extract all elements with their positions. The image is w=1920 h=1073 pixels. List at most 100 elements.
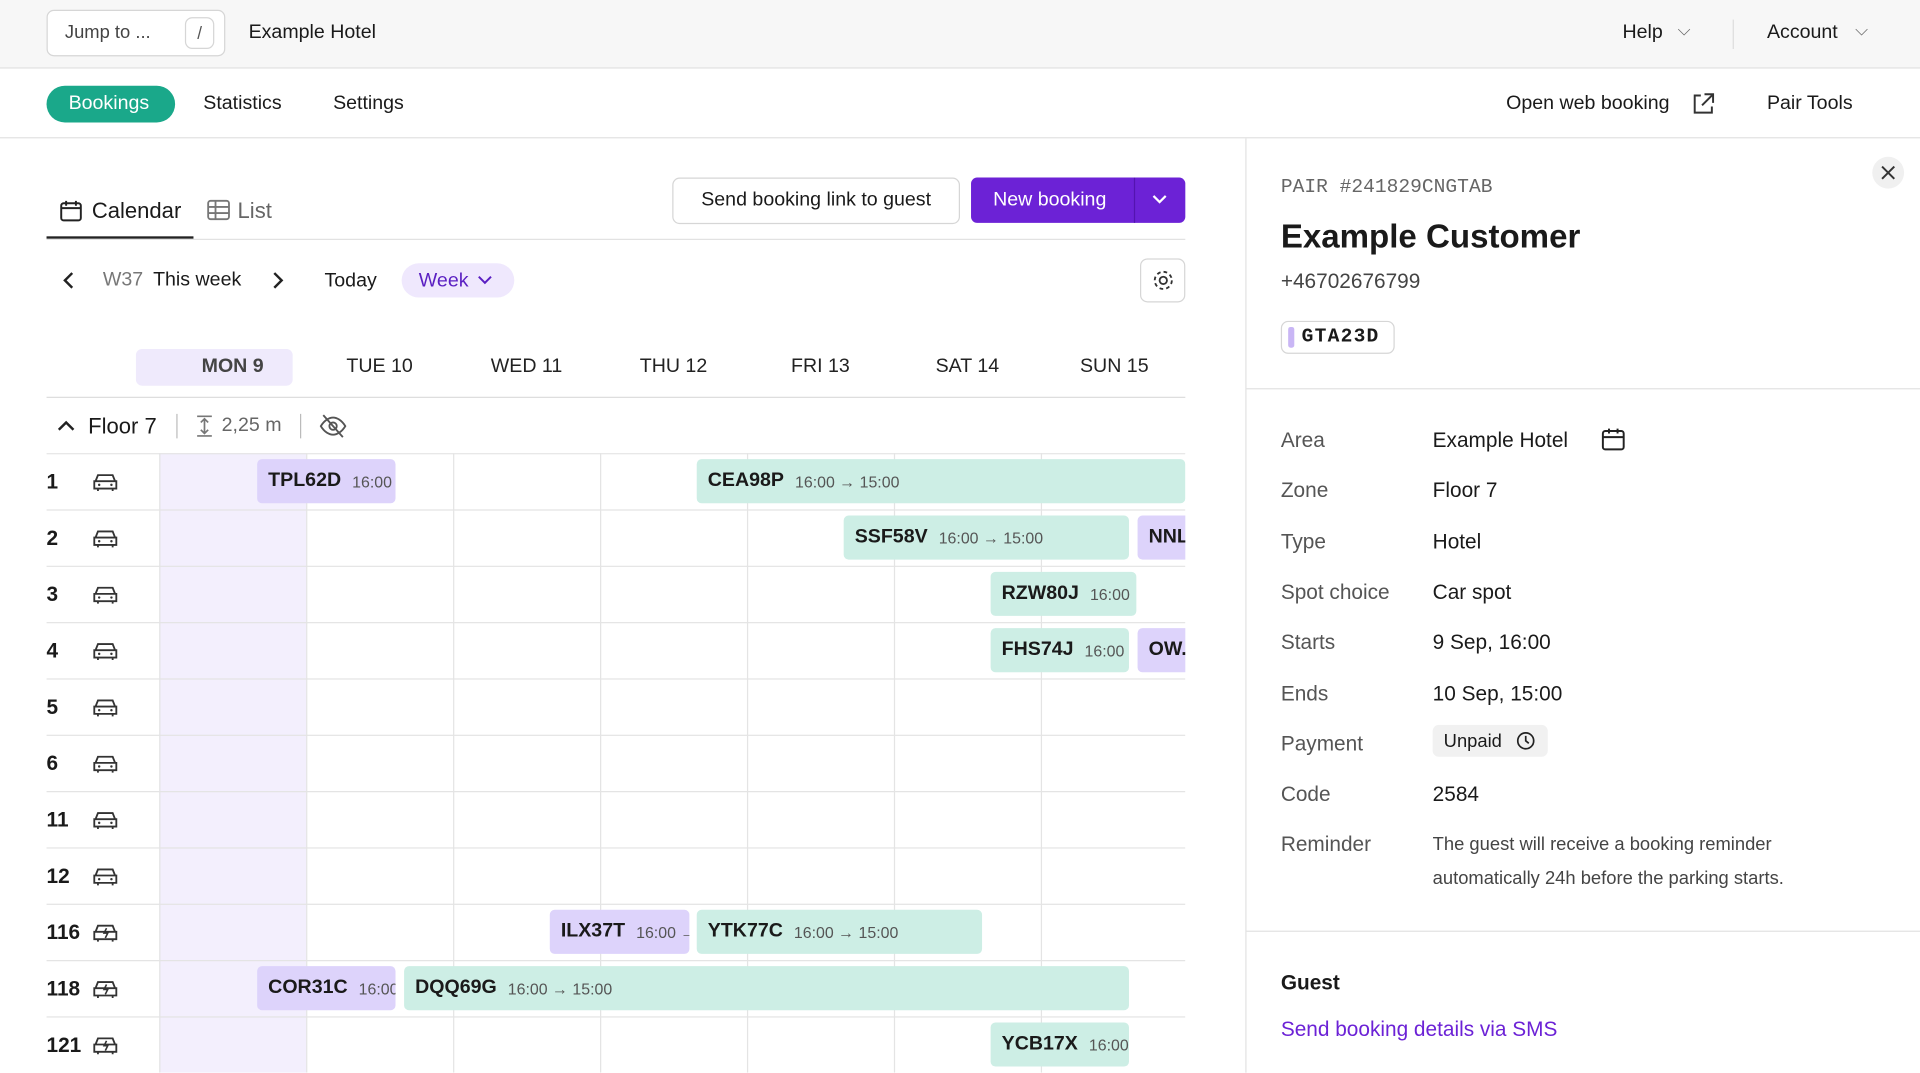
- column-line: [159, 453, 161, 1073]
- booking[interactable]: YCB17X 16:00: [990, 1022, 1129, 1067]
- view-tab[interactable]: Calendar: [91, 198, 182, 223]
- booking[interactable]: RZW80J 16:00: [990, 571, 1137, 616]
- day-header: SUN 15: [1079, 356, 1149, 378]
- booking-time: 16:00 → 15:00: [793, 922, 899, 942]
- row-line: [46, 453, 1186, 455]
- clock-icon: [1515, 730, 1537, 758]
- calendar-icon: [1600, 426, 1627, 459]
- booking[interactable]: OW.: [1137, 628, 1186, 673]
- booking-time: 16:00: [1084, 641, 1125, 660]
- badge-bg: [1432, 724, 1548, 757]
- row-line: [46, 1016, 1186, 1018]
- hide-icon[interactable]: [318, 413, 347, 440]
- dropdown-icon[interactable]: [1150, 192, 1170, 207]
- account[interactable]: Account: [1766, 22, 1838, 43]
- car-icon: [92, 696, 119, 724]
- booking-code: FHS74J: [1001, 639, 1074, 661]
- booking[interactable]: COR31C 16:00: [257, 966, 396, 1011]
- help[interactable]: Help: [1622, 22, 1663, 43]
- divider: [300, 413, 302, 439]
- car-icon: [92, 583, 119, 611]
- field-label: Ends: [1280, 681, 1329, 705]
- today-button[interactable]: Today: [324, 270, 377, 292]
- field-label: Reminder: [1280, 833, 1372, 857]
- field-value: Hotel: [1432, 529, 1482, 553]
- row-line: [46, 791, 1186, 793]
- new-booking-button[interactable]: New booking: [993, 189, 1107, 211]
- spot-number: 118: [46, 977, 81, 1001]
- column-line: [306, 453, 308, 1073]
- send-link-button[interactable]: Send booking link to guest: [672, 177, 961, 225]
- field-value: 9 Sep, 16:00: [1432, 630, 1551, 655]
- booking-code: TPL62D: [268, 470, 342, 492]
- day-header: THU 12: [639, 356, 708, 378]
- prev-week[interactable]: [59, 269, 79, 291]
- field-label: Code: [1280, 782, 1331, 806]
- today-highlight: [135, 348, 293, 386]
- booking-time: 16:00 → 15:00: [938, 528, 1044, 547]
- spot-number: 11: [46, 808, 69, 832]
- spot-number: 12: [46, 864, 70, 888]
- customer-name: Example Customer: [1280, 217, 1581, 255]
- column-line: [746, 453, 749, 1073]
- row-line: [46, 509, 1186, 511]
- send-sms-link[interactable]: Send booking details via SMS: [1280, 1017, 1558, 1041]
- gear-icon: [1153, 270, 1173, 290]
- reminder-text: The guest will receive a booking reminde…: [1432, 834, 1784, 890]
- field-label: Payment: [1280, 732, 1363, 756]
- pair-id: PAIR #241829CNGTAB: [1280, 176, 1493, 199]
- nav-tab[interactable]: Statistics: [203, 93, 282, 114]
- spot-number: 3: [46, 582, 59, 607]
- tab-active-bg: [46, 85, 176, 123]
- pair-tools[interactable]: Pair Tools: [1766, 93, 1853, 114]
- booking[interactable]: DQQ69G 16:00 → 15:00: [404, 966, 1129, 1011]
- week-label: This week: [153, 269, 242, 291]
- spot-number: 116: [46, 920, 81, 945]
- shortcut: /: [184, 17, 215, 49]
- week-number: W37: [102, 269, 144, 291]
- settings-button[interactable]: [1140, 258, 1186, 303]
- car-icon: [92, 752, 119, 780]
- mode-bg: [401, 263, 515, 298]
- mode-select[interactable]: Week: [418, 270, 469, 292]
- row-line: [46, 960, 1186, 962]
- row-line: [46, 678, 1186, 680]
- booking-code: ILX37T: [560, 920, 626, 942]
- ev-icon: [92, 977, 119, 1005]
- nav-tab[interactable]: Settings: [333, 93, 404, 114]
- divider: [46, 238, 1186, 241]
- view-tab[interactable]: List: [237, 198, 272, 223]
- hotel-name: Example Hotel: [248, 22, 376, 43]
- divider: [0, 137, 1920, 139]
- booking-code: YTK77C: [707, 920, 783, 942]
- calendar-icon: [60, 200, 82, 222]
- row-line: [46, 734, 1186, 736]
- booking[interactable]: TPL62D 16:00: [257, 459, 396, 504]
- divider: [46, 396, 1186, 398]
- spot-number: 1: [46, 470, 59, 494]
- booking[interactable]: CEA98P 16:00 → 15:00: [696, 459, 1186, 504]
- field-value: Floor 7: [1432, 479, 1498, 503]
- day-header: MON 9: [201, 356, 264, 378]
- row-line: [46, 847, 1186, 849]
- divider: [1246, 388, 1920, 390]
- next-week[interactable]: [268, 269, 288, 291]
- column-line: [453, 453, 455, 1073]
- booking[interactable]: NNL: [1137, 515, 1186, 560]
- car-icon: [92, 639, 119, 667]
- field-label: Type: [1280, 529, 1326, 553]
- collapse-icon[interactable]: [55, 416, 77, 436]
- column-line: [1040, 453, 1043, 1073]
- booking-code: DQQ69G: [415, 977, 497, 998]
- nav-tab[interactable]: Bookings: [68, 93, 150, 114]
- booking[interactable]: ILX37T 16:00 → 15:00: [549, 909, 690, 954]
- booking[interactable]: FHS74J 16:00: [990, 628, 1129, 673]
- external-icon: [1693, 93, 1715, 114]
- open-web-booking[interactable]: Open web booking: [1506, 93, 1670, 114]
- booking[interactable]: YTK77C 16:00 → 15:00: [696, 909, 983, 954]
- booking-time: 16:00: [358, 978, 396, 998]
- booking[interactable]: SSF58V 16:00 → 15:00: [843, 515, 1129, 560]
- field-label: Zone: [1280, 479, 1329, 503]
- spot-number: 5: [46, 695, 59, 719]
